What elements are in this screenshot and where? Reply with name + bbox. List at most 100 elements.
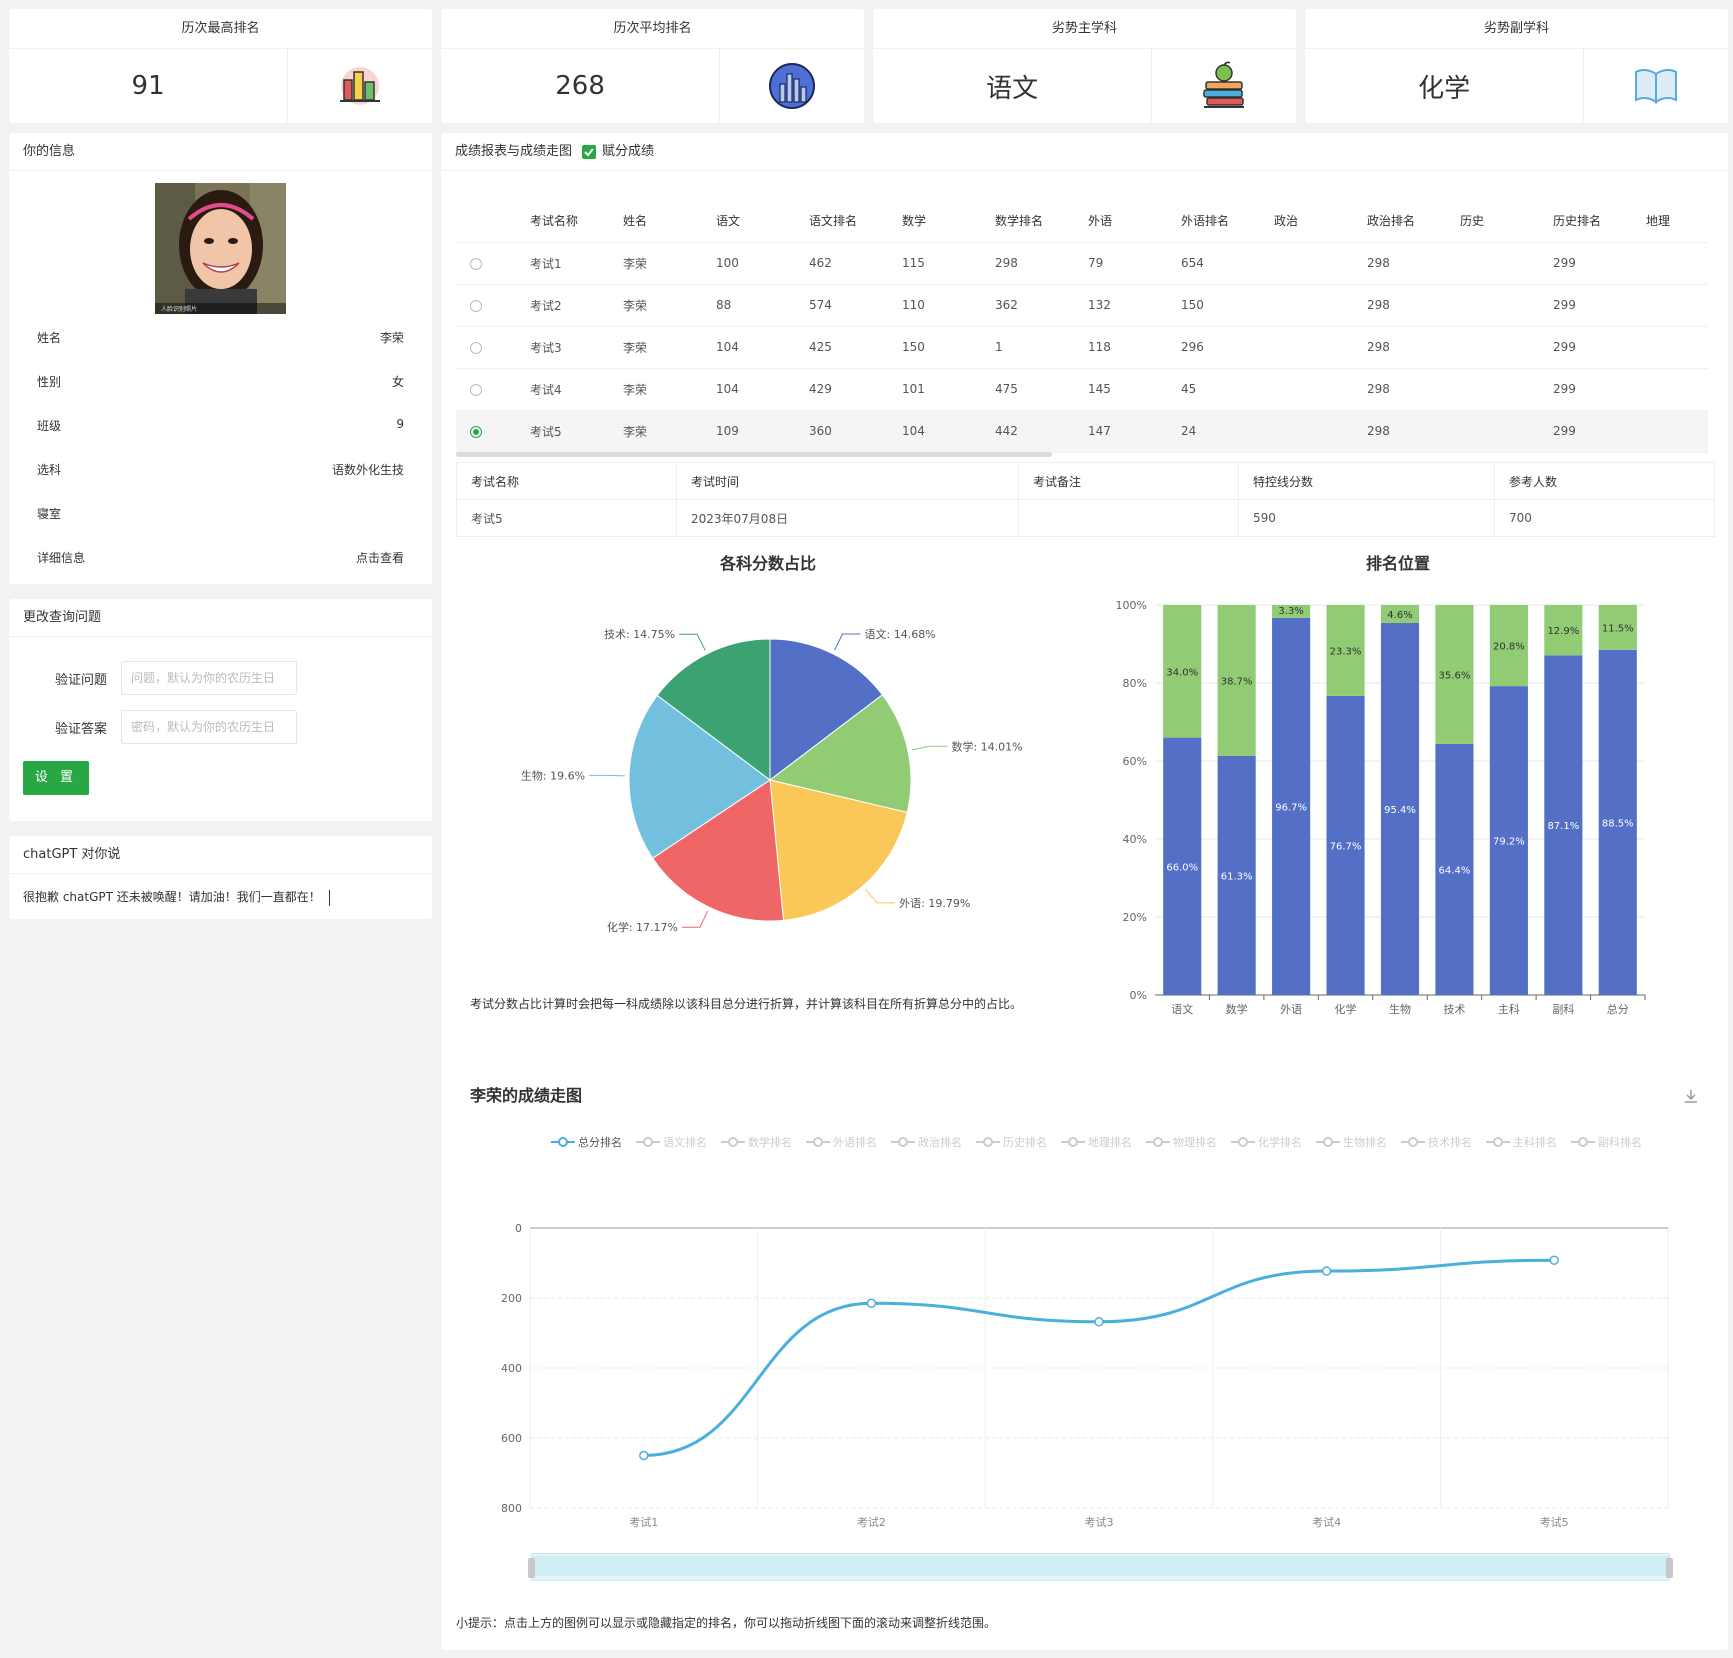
legend-item[interactable]: 生物排名 [1316,1134,1387,1150]
column-chart-icon [720,49,864,123]
table-row[interactable]: 考试5 李荣 109 360 104 442 147 24 298 299 [456,410,1708,453]
x-tick-label: 考试4 [1312,1516,1341,1529]
pie-label-line [834,633,861,651]
pie-slice[interactable] [656,638,771,782]
legend-label: 副科排名 [1598,1136,1642,1149]
legend-item[interactable]: 主科排名 [1486,1134,1557,1150]
bar-segment[interactable] [1272,617,1311,995]
answer-input[interactable]: 密码，默认为你的农历生日 [121,710,297,744]
bar-segment[interactable] [1489,605,1528,687]
table-cell: 79 [1074,242,1167,285]
gpt-message-text: 很抱歉 chatGPT 还未被唤醒！请加油！我们一直都在！ [23,890,321,904]
radio-col-header [456,200,516,243]
legend-label: 数学排名 [748,1136,792,1149]
fufen-checkbox[interactable] [582,144,597,159]
bar-segment[interactable] [1380,605,1420,623]
bar-segment[interactable] [1598,605,1637,650]
bar-segment[interactable] [1326,605,1365,696]
info-label: 选科 [37,463,62,477]
table-row[interactable]: 考试1 李荣 100 462 115 298 79 654 298 299 [456,242,1708,285]
row-radio[interactable] [470,341,482,354]
bar-data-label: 95.4% [1384,805,1416,816]
legend-item[interactable]: 数学排名 [721,1134,792,1150]
table-row[interactable]: 考试4 李荣 104 429 101 475 145 45 298 299 [456,368,1708,411]
column-header: 语文 [702,200,795,243]
bar-segment[interactable] [1272,605,1311,618]
bar-segment[interactable] [1544,605,1583,656]
bar-segment[interactable] [1217,755,1256,995]
pie-label-line [681,910,709,928]
details-link[interactable]: 点击查看 [355,551,404,565]
bar-segment[interactable] [1598,649,1637,995]
question-input[interactable]: 问题，默认为你的农历生日 [121,661,297,695]
bar-chart-title: 排名位置 [1366,554,1431,573]
pie-slice[interactable] [769,779,908,921]
data-point[interactable] [639,1450,649,1461]
gpt-card-title: chatGPT 对你说 [9,836,432,874]
bar-segment[interactable] [1435,605,1474,744]
bar-segment[interactable] [1380,622,1420,995]
line-legend: 总分排名 语文排名 数学排名 外语排名 政治排名 历史排名 地理排名 物理排名 化学排名 生物排名… [551,1134,1642,1150]
x-tick-label: 考试1 [629,1516,658,1529]
legend-item[interactable]: 地理排名 [1061,1134,1132,1150]
row-radio[interactable] [470,425,482,438]
pie-chart: 语文: 14.68% 数学: 14.01% 外语: 19.79% 化学: 17.17%… [521,627,1023,934]
row-radio[interactable] [470,383,482,396]
download-icon[interactable] [1683,1088,1699,1108]
table-row[interactable]: 考试3 李荣 104 425 150 1 118 296 298 299 [456,326,1708,369]
table-cell: 考试5 [516,410,609,453]
y-tick-label: 60% [1123,755,1147,768]
column-header: 外语排名 [1167,200,1260,243]
bar-segment[interactable] [1544,655,1583,995]
zoom-handle-left[interactable] [528,1558,535,1578]
table-cell: 298 [1353,368,1446,411]
bar-segment[interactable] [1163,737,1202,995]
row-radio[interactable] [470,299,482,312]
data-zoom-slider[interactable] [528,1553,1673,1581]
table-cell: 考试1 [516,242,609,285]
pie-slice[interactable] [769,638,884,782]
legend-item[interactable]: 技术排名 [1401,1134,1472,1150]
table-scrollbar[interactable] [456,452,1052,457]
pie-slice[interactable] [628,694,771,859]
bar-data-label: 79.2% [1493,837,1525,848]
table-cell [1260,368,1353,411]
bar-segment[interactable] [1217,605,1256,756]
x-tick-label: 化学 [1335,1002,1357,1016]
set-button[interactable]: 设 置 [23,761,89,795]
info-row-subjects: 选科 语数外化生技 [37,461,404,481]
table-cell: 425 [795,326,888,369]
bar-segment[interactable] [1489,686,1528,995]
legend-item[interactable]: 化学排名 [1231,1134,1302,1150]
legend-marker-icon [1571,1137,1595,1147]
legend-item[interactable]: 历史排名 [976,1134,1047,1150]
info-row-name: 姓名 李荣 [37,329,404,349]
bar-data-label: 88.5% [1602,818,1634,829]
data-point[interactable] [1094,1317,1104,1327]
column-header: 外语 [1074,200,1167,243]
table-cell: 299 [1539,326,1632,369]
table-cell: 李荣 [609,410,702,453]
data-point[interactable] [1549,1255,1559,1265]
legend-item[interactable]: 语文排名 [636,1134,707,1150]
data-point[interactable] [1321,1266,1332,1276]
pie-slice[interactable] [768,694,912,814]
pie-slice[interactable] [651,779,784,922]
legend-item[interactable]: 物理排名 [1146,1134,1217,1150]
legend-item[interactable]: 总分排名 [551,1134,622,1150]
bar-segment[interactable] [1326,695,1365,995]
x-tick-label: 考试3 [1085,1516,1114,1529]
zoom-handle-right[interactable] [1666,1558,1673,1578]
row-radio[interactable] [470,257,482,270]
table-cell [1260,242,1353,285]
legend-item[interactable]: 副科排名 [1571,1134,1642,1150]
legend-item[interactable]: 外语排名 [806,1134,877,1150]
stat-card-weak-main: 劣势主学科 语文 [873,9,1296,123]
table-cell: 145 [1074,368,1167,411]
data-point[interactable] [866,1298,877,1308]
table-cell: 298 [1353,326,1446,369]
table-row[interactable]: 考试2 李荣 88 574 110 362 132 150 298 299 [456,284,1708,327]
legend-item[interactable]: 政治排名 [891,1134,962,1150]
bar-segment[interactable] [1163,605,1202,738]
bar-segment[interactable] [1435,743,1474,995]
